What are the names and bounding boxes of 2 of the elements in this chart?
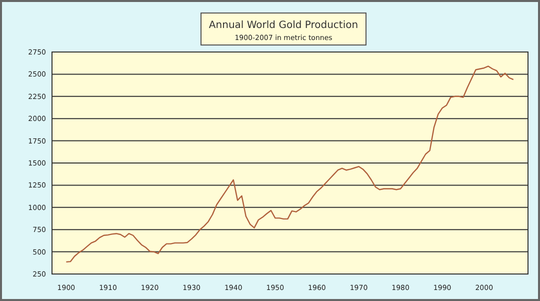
line-series bbox=[66, 66, 514, 263]
chart-title: Annual World Gold Production bbox=[208, 20, 358, 31]
